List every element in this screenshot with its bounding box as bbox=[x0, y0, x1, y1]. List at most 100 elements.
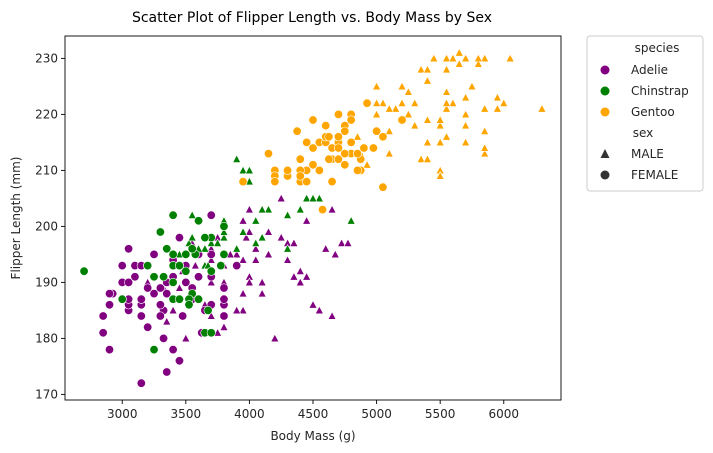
adelie-female-point bbox=[98, 328, 108, 338]
chinstrap-male-point bbox=[308, 193, 318, 203]
gentoo-female-point bbox=[368, 143, 378, 153]
chinstrap-female-point bbox=[168, 249, 178, 259]
gentoo-male-point bbox=[422, 115, 432, 124]
chinstrap-female-point bbox=[206, 328, 216, 338]
gentoo-male-point bbox=[454, 59, 464, 68]
gentoo-female-point bbox=[308, 115, 318, 125]
plot-frame bbox=[64, 35, 562, 401]
chinstrap-female-point bbox=[200, 233, 210, 243]
gentoo-male-point bbox=[403, 87, 413, 96]
y-tick-label: 210 bbox=[35, 163, 58, 177]
adelie-female-point bbox=[149, 289, 159, 299]
adelie-male-point bbox=[330, 249, 340, 259]
chinstrap-female-point bbox=[174, 261, 184, 271]
adelie-male-point bbox=[206, 255, 216, 264]
chinstrap-male-point bbox=[295, 204, 305, 214]
chinstrap-male-point bbox=[257, 204, 267, 214]
gentoo-male-point bbox=[416, 154, 426, 163]
adelie-female-point bbox=[181, 277, 191, 287]
adelie-male-point bbox=[238, 305, 248, 315]
adelie-male-point bbox=[181, 333, 191, 343]
adelie-male-point bbox=[232, 305, 242, 315]
chinstrap-female-point bbox=[79, 266, 89, 276]
gentoo-female-point bbox=[359, 143, 369, 153]
x-tick-label: 3000 bbox=[107, 407, 138, 421]
adelie-female-point bbox=[174, 233, 184, 243]
y-tick-label: 170 bbox=[35, 387, 58, 401]
adelie-male-point bbox=[263, 227, 273, 236]
legend-hue-title: species bbox=[635, 41, 680, 55]
chinstrap-female-point bbox=[194, 216, 204, 226]
gentoo-male-point bbox=[435, 120, 445, 130]
y-axis-ticks: 170 180 190 200 210 220 230 bbox=[35, 51, 65, 401]
adelie-male-point bbox=[244, 227, 254, 236]
gentoo-female-point bbox=[340, 160, 350, 170]
adelie-male-point bbox=[206, 277, 216, 287]
gentoo-female-point bbox=[318, 205, 328, 215]
chinstrap-female-point bbox=[219, 221, 229, 231]
chinstrap-male-point bbox=[232, 154, 242, 163]
gentoo-male-point bbox=[461, 92, 471, 102]
adelie-male-point bbox=[283, 255, 293, 264]
gentoo-male-point bbox=[416, 64, 426, 74]
adelie-male-point bbox=[321, 243, 331, 253]
gentoo-male-point bbox=[422, 64, 432, 74]
adelie-male-point bbox=[308, 299, 318, 309]
gentoo-female-point bbox=[314, 165, 324, 175]
gentoo-male-point bbox=[422, 137, 432, 147]
adelie-female-point bbox=[143, 283, 153, 293]
chinstrap-female-point bbox=[162, 244, 172, 254]
gentoo-female-point bbox=[378, 182, 388, 192]
gentoo-male-point bbox=[384, 148, 394, 158]
chinstrap-male-point bbox=[251, 238, 261, 247]
gentoo-male-point bbox=[442, 53, 452, 63]
adelie-female-point bbox=[206, 210, 216, 220]
gentoo-female-point bbox=[333, 109, 343, 119]
legend-label-gentoo: Gentoo bbox=[631, 105, 675, 119]
adelie-male-point bbox=[276, 193, 286, 203]
adelie-female-point bbox=[130, 272, 140, 282]
gentoo-female-point bbox=[340, 149, 350, 159]
adelie-male-point bbox=[270, 333, 280, 343]
gentoo-male-point bbox=[442, 98, 452, 107]
adelie-male-point bbox=[238, 215, 248, 225]
gentoo-male-point bbox=[384, 103, 394, 113]
adelie-male-point bbox=[219, 322, 229, 331]
chinstrap-female-point bbox=[181, 249, 191, 259]
adelie-female-point bbox=[149, 249, 159, 259]
gentoo-female-point bbox=[292, 126, 302, 136]
adelie-male-point bbox=[257, 288, 267, 298]
adelie-female-point bbox=[105, 345, 115, 355]
legend-label-male: MALE bbox=[631, 147, 664, 161]
chinstrap-male-point bbox=[200, 243, 210, 253]
adelie-male-point bbox=[302, 271, 312, 281]
gentoo-male-point bbox=[372, 98, 382, 107]
legend-label-female: FEMALE bbox=[631, 168, 678, 182]
adelie-female-point bbox=[136, 311, 146, 321]
gentoo-female-point bbox=[333, 132, 343, 142]
gentoo-male-point bbox=[480, 103, 490, 113]
y-tick-label: 230 bbox=[35, 51, 58, 65]
adelie-female-point bbox=[155, 283, 165, 293]
chinstrap-female-point bbox=[143, 261, 153, 271]
y-tick-label: 220 bbox=[35, 107, 58, 121]
x-axis-label: Body Mass (g) bbox=[270, 429, 355, 443]
gentoo-female-point bbox=[327, 177, 337, 187]
legend-triangle-marker bbox=[600, 149, 610, 158]
adelie-male-point bbox=[241, 232, 251, 242]
adelie-male-point bbox=[190, 260, 200, 270]
adelie-male-point bbox=[263, 249, 273, 259]
gentoo-female-point bbox=[324, 154, 334, 164]
adelie-female-point bbox=[162, 289, 172, 299]
gentoo-male-point bbox=[480, 53, 490, 63]
gentoo-male-point bbox=[461, 53, 471, 63]
x-tick-label: 6000 bbox=[488, 407, 519, 421]
y-tick-label: 200 bbox=[35, 219, 58, 233]
gentoo-male-point bbox=[435, 137, 445, 147]
chinstrap-female-point bbox=[184, 300, 194, 310]
adelie-male-point bbox=[314, 305, 324, 315]
adelie-female-point bbox=[219, 283, 229, 293]
x-tick-label: 5000 bbox=[361, 407, 392, 421]
adelie-male-point bbox=[295, 277, 305, 287]
gentoo-male-point bbox=[378, 98, 388, 107]
